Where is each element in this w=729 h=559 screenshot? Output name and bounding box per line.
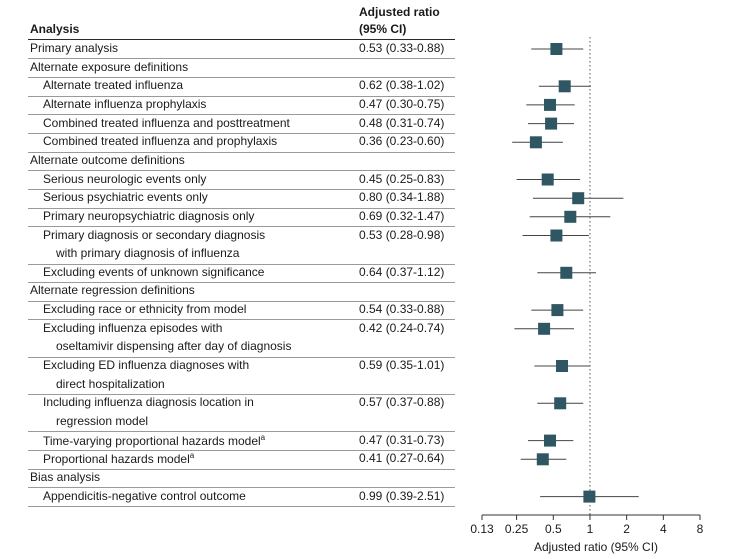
row-label: Excluding ED influenza diagnoses with	[43, 358, 250, 373]
point-estimate-marker	[572, 192, 585, 205]
ratio-value: 0.64 (0.37-1.12)	[359, 264, 445, 279]
row-separator	[28, 188, 455, 190]
ratio-value: 0.69 (0.32-1.47)	[359, 208, 445, 223]
row-label: Combined treated influenza and posttreat…	[43, 115, 290, 130]
x-tick-label: 0.5	[545, 522, 562, 536]
point-estimate-marker	[544, 434, 556, 447]
row-separator	[28, 132, 455, 134]
ratio-value: 0.47 (0.31-0.73)	[359, 432, 445, 447]
header-separator	[28, 39, 455, 40]
section-label: Alternate exposure definitions	[30, 59, 189, 74]
row-separator	[28, 450, 455, 451]
x-tick-label: 2	[623, 522, 630, 536]
ratio-value: 0.41 (0.27-0.64)	[359, 451, 445, 466]
row-label-continuation: with primary diagnosis of influenza	[56, 246, 240, 261]
row-separator	[28, 263, 455, 265]
ratio-value: 0.99 (0.39-2.51)	[359, 488, 445, 503]
section-label: Bias analysis	[30, 469, 101, 484]
point-estimate-marker	[529, 136, 542, 149]
row-separator	[28, 282, 455, 284]
row-separator	[28, 151, 455, 153]
row-label-continuation: direct hospitalization	[56, 376, 165, 391]
ratio-value: 0.42 (0.24-0.74)	[359, 320, 445, 335]
row-separator	[28, 300, 455, 302]
row-label: Serious psychiatric events only	[43, 190, 208, 205]
ratio-value: 0.80 (0.34-1.88)	[359, 190, 445, 205]
row-separator	[28, 77, 455, 78]
point-estimate-marker	[550, 229, 563, 242]
ratio-value: 0.53 (0.28-0.98)	[359, 227, 445, 242]
point-estimate-marker	[544, 98, 556, 111]
row-label: Excluding race or ethnicity from model	[43, 302, 247, 317]
section-label: Alternate regression definitions	[30, 283, 195, 298]
row-label: Alternate treated influenza	[43, 78, 184, 93]
row-separator	[28, 319, 455, 321]
row-separator	[28, 95, 455, 97]
row-separator	[28, 356, 455, 358]
row-separator	[28, 114, 455, 116]
ratio-value: 0.36 (0.23-0.60)	[359, 134, 445, 149]
row-label: Time-varying proportional hazards modela	[43, 432, 266, 448]
row-separator	[28, 226, 455, 228]
ratio-column-header-line1: Adjusted ratio	[359, 5, 440, 19]
ratio-value: 0.62 (0.38-1.02)	[359, 78, 445, 93]
section-label: Primary analysis	[30, 41, 119, 55]
point-estimate-marker	[583, 490, 596, 503]
ratio-value: 0.47 (0.30-0.75)	[359, 96, 445, 111]
row-separator	[28, 505, 455, 507]
x-tick-label: 0.25	[505, 522, 529, 536]
row-separator	[28, 487, 455, 489]
row-label: Serious neurologic events only	[43, 171, 207, 186]
x-tick-label: 1	[587, 522, 594, 536]
point-estimate-marker	[564, 210, 577, 223]
point-estimate-marker	[536, 453, 549, 466]
row-separator	[28, 468, 455, 470]
row-label: Combined treated influenza and prophylax…	[43, 134, 278, 149]
row-label: Appendicitis-negative control outcome	[43, 488, 246, 503]
x-tick-label: 8	[697, 522, 704, 536]
x-axis-label: Adjusted ratio (95% CI)	[534, 540, 658, 554]
ratio-column-header-line2: (95% CI)	[359, 22, 407, 36]
row-separator	[28, 431, 455, 433]
point-estimate-marker	[556, 360, 568, 372]
x-tick-label: 4	[660, 522, 667, 536]
point-estimate-marker	[558, 80, 571, 93]
row-label: Including influenza diagnosis location i…	[43, 395, 254, 410]
row-label-continuation: oseltamivir dispensing after day of diag…	[56, 339, 292, 354]
row-label: Proportional hazards modela	[43, 451, 195, 467]
analysis-column-header: Analysis	[30, 22, 80, 36]
row-label: Primary diagnosis or secondary diagnosis	[43, 227, 266, 242]
section-label: Alternate outcome definitions	[30, 152, 185, 167]
row-label-continuation: regression model	[56, 414, 149, 428]
point-estimate-marker	[551, 304, 564, 317]
x-tick-label: 0.13	[470, 522, 494, 536]
row-separator	[28, 394, 455, 395]
point-estimate-marker	[554, 397, 567, 410]
point-estimate-marker	[541, 173, 554, 186]
point-estimate-marker	[538, 322, 551, 335]
row-label: Excluding influenza episodes with	[43, 320, 223, 335]
row-label: Alternate influenza prophylaxis	[43, 96, 207, 111]
row-separator	[28, 58, 455, 60]
ratio-value: 0.48 (0.31-0.74)	[359, 115, 445, 130]
ratio-value: 0.53 (0.33-0.88)	[359, 41, 445, 55]
row-label: Excluding events of unknown significance	[43, 264, 265, 279]
row-separator	[28, 170, 455, 172]
ratio-value: 0.54 (0.33-0.88)	[359, 302, 445, 317]
footnote-marker: a	[189, 451, 195, 461]
footnote-marker: a	[260, 432, 266, 442]
ratio-value: 0.57 (0.37-0.88)	[359, 395, 445, 410]
point-estimate-marker	[560, 266, 573, 279]
ratio-value: 0.59 (0.35-1.01)	[359, 358, 445, 373]
row-separator	[28, 207, 455, 209]
point-estimate-marker	[545, 117, 558, 130]
point-estimate-marker	[550, 43, 563, 55]
ratio-value: 0.45 (0.25-0.83)	[359, 171, 445, 186]
row-label: Primary neuropsychiatric diagnosis only	[43, 208, 255, 223]
